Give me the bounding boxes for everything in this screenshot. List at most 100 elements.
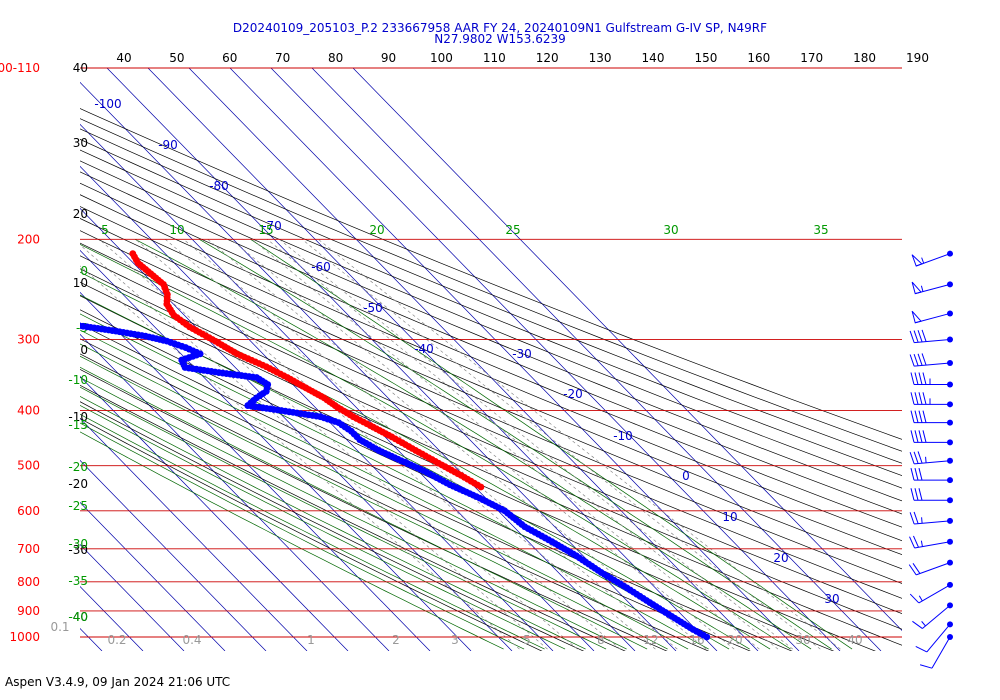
pressure-label: 100-110: [0, 61, 40, 75]
moist-left-label: -35: [68, 574, 88, 588]
moist-left-label: 0: [80, 264, 88, 278]
mixing-ratio-label: 8: [597, 633, 605, 647]
wind-barb: [908, 559, 953, 576]
isotherm-label: -30: [512, 347, 532, 361]
moist-adiabat-line: [80, 413, 545, 650]
mixing-ratio-line: [251, 239, 760, 650]
moist-left-label: -30: [68, 537, 88, 551]
dewpoint-point: [14, 313, 21, 320]
isotherm-line: [352, 68, 902, 632]
moist-left-label: -15: [68, 418, 88, 432]
moist-adiabat-label: 5: [101, 223, 109, 237]
wind-barb: [915, 621, 953, 653]
scale-labels: 100-110200300400500600700800900100040506…: [0, 51, 929, 647]
isotherm-line: [80, 543, 185, 651]
top-scale-label: 170: [800, 51, 823, 65]
moist-adiabat-line: [80, 329, 709, 650]
isotherm-label: -60: [311, 260, 331, 274]
mixing-ratio-label: 30: [795, 633, 810, 647]
moist-adiabat-line: [80, 431, 504, 650]
moist-adiabat-label: 15: [258, 223, 273, 237]
wind-barbs: [908, 250, 953, 669]
dewpoint-point: [56, 319, 63, 326]
moist-adiabat-line: [134, 238, 812, 650]
dewpoint-point: [60, 320, 67, 327]
dry-adiabat-line: [80, 218, 902, 570]
moist-adiabat-label: 30: [663, 223, 678, 237]
isotherm-label: -10: [613, 429, 633, 443]
dry-adiabat-line: [80, 118, 902, 452]
wind-barb: [910, 467, 953, 484]
mixing-ratio-label: 0.1: [50, 620, 69, 634]
pressure-label: 1000: [9, 630, 40, 644]
dry-adiabat-line: [80, 230, 902, 584]
mixing-ratio-line: [80, 265, 520, 650]
wind-barb: [909, 581, 953, 604]
isotherm-line: [80, 249, 472, 651]
dewpoint-point: [29, 315, 36, 322]
top-scale-label: 130: [589, 51, 612, 65]
isotherm-label: -20: [563, 387, 583, 401]
top-scale-label: 140: [642, 51, 665, 65]
mixing-ratio-label: 2: [392, 633, 400, 647]
chart-title-line2: N27.9802 W153.6239: [434, 32, 566, 46]
dewpoint-point: [0, 304, 3, 311]
isotherm-line: [80, 375, 349, 651]
mixing-ratio-label: 20: [727, 633, 742, 647]
dewpoint-point: [7, 310, 14, 317]
isotherm-label: 30: [824, 592, 839, 606]
moist-adiabat-line: [80, 422, 525, 650]
top-scale-label: 100: [430, 51, 453, 65]
mixing-ratio-label: 12: [643, 633, 658, 647]
top-scale-label: 150: [694, 51, 717, 65]
wind-barb: [910, 430, 953, 446]
dry-adiabat-line: [80, 268, 902, 630]
dry-adiabat-line: [80, 309, 835, 651]
dry-adiabat-line: [80, 255, 902, 614]
left-scale-label: 20: [73, 207, 88, 221]
isotherm-label: -50: [363, 301, 383, 315]
wind-barb: [909, 451, 953, 465]
mixing-ratio-line: [80, 244, 548, 650]
top-scale-label: 70: [275, 51, 290, 65]
dry-adiabat-line: [80, 171, 902, 515]
isotherm-line: [80, 207, 513, 651]
wind-barb: [909, 511, 953, 525]
mixing-ratio-line: [318, 239, 841, 650]
wind-barb: [910, 488, 953, 504]
dry-adiabat-line: [80, 418, 543, 651]
left-scale-label: -20: [68, 477, 88, 491]
isotherm-line: [229, 68, 800, 651]
left-scale-label: 30: [73, 136, 88, 150]
moist-adiabat-line: [80, 395, 586, 650]
pressure-label: 700: [17, 542, 40, 556]
moist-adiabat-line: [80, 366, 648, 650]
isotherm-line: [80, 459, 267, 651]
wind-barb: [910, 410, 953, 426]
isotherm-label: 10: [722, 510, 737, 524]
isotherm-label: -80: [209, 179, 229, 193]
left-scale-label: -30: [68, 543, 88, 557]
dry-adiabat-line: [80, 160, 902, 502]
top-scale-label: 110: [483, 51, 506, 65]
mixing-ratio-label: 3: [451, 633, 459, 647]
isotherm-line: [80, 333, 390, 651]
isotherm-line: [80, 585, 144, 651]
wind-barb: [910, 372, 953, 388]
moist-adiabat-line: [80, 377, 627, 650]
wind-barb: [910, 392, 953, 408]
dry-adiabat-line: [80, 108, 902, 440]
isotherm-line: [270, 68, 841, 651]
dry-adiabat-line: [80, 338, 751, 651]
chart-title-line1: D20240109_205103_P.2 233667958 AAR FY 24…: [233, 21, 767, 35]
dewpoint-point: [0, 306, 7, 313]
pressure-label: 300: [17, 332, 40, 346]
dewpoint-point: [11, 312, 18, 319]
isotherm-label: 0: [682, 469, 690, 483]
moist-adiabat-line: [250, 239, 853, 650]
left-scale-label: 40: [73, 61, 88, 75]
wind-barb: [909, 535, 953, 549]
dewpoint-point: [37, 317, 44, 324]
dry-adiabat-line: [80, 401, 585, 651]
